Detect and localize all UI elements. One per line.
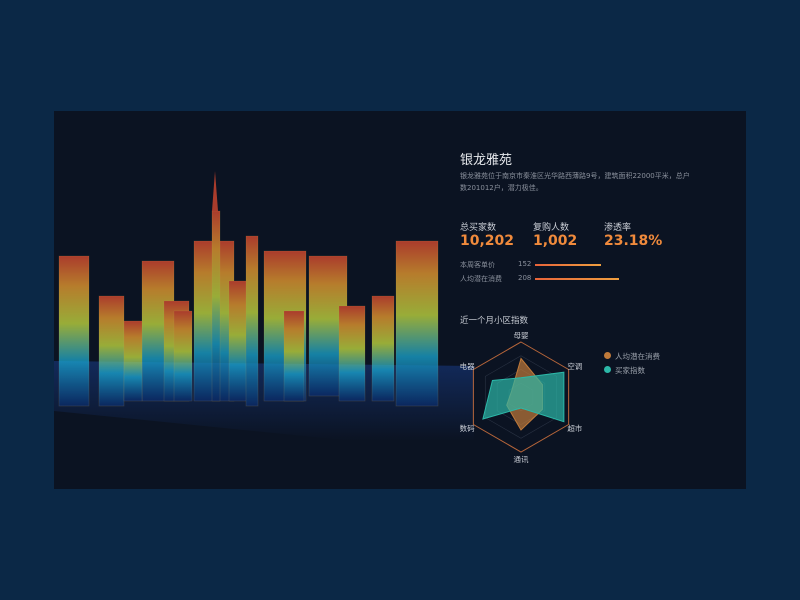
bar-fill <box>535 278 619 280</box>
building <box>371 295 395 402</box>
page-title: 银龙雅苑 <box>460 153 513 168</box>
kpi-label: 总买家数 <box>460 223 497 233</box>
kpi-value: 23.18% <box>604 233 663 249</box>
radar-chart <box>472 341 570 453</box>
building <box>98 295 125 407</box>
bar-value: 152 <box>518 260 532 268</box>
tower-spire <box>212 171 218 211</box>
building <box>245 235 259 407</box>
kpi-label: 复购人数 <box>533 223 570 233</box>
building <box>395 240 439 407</box>
radar-axis-label: 母婴 <box>513 330 529 340</box>
description: 银龙雅苑位于南京市秦淮区光华路西薄路9号，建筑面积22000平米，总户数2010… <box>460 172 690 192</box>
building <box>123 320 143 402</box>
bar-label: 本周客单价 <box>460 261 495 269</box>
kpi-label: 渗透率 <box>604 223 632 233</box>
bar-value: 208 <box>518 274 532 282</box>
building <box>173 310 193 402</box>
bar-fill <box>535 264 601 266</box>
kpi-value: 1,002 <box>533 233 578 249</box>
legend-swatch <box>604 352 611 359</box>
legend-swatch <box>604 366 611 373</box>
building <box>283 310 305 402</box>
kpi-value: 10,202 <box>460 233 515 249</box>
radar-axis-label: 数码 <box>459 424 475 434</box>
city-3d-visualization <box>54 171 474 441</box>
bar-label: 人均潜在消费 <box>460 275 502 283</box>
radar-axis-label: 空调 <box>567 361 583 371</box>
radar-axis-label: 通讯 <box>513 455 529 465</box>
radar-title: 近一个月小区指数 <box>460 316 529 326</box>
dashboard-panel: 银龙雅苑 银龙雅苑位于南京市秦淮区光华路西薄路9号，建筑面积22000平米，总户… <box>54 111 746 489</box>
radar-axis-label: 电器 <box>459 361 475 371</box>
radar-axis-label: 超市 <box>567 424 583 434</box>
legend-item[interactable]: 买家指数 <box>615 366 645 375</box>
legend-item[interactable]: 人均潜在消费 <box>615 352 660 361</box>
building <box>211 210 221 402</box>
radar-grid <box>472 341 570 453</box>
radar-series <box>482 371 565 423</box>
building <box>338 305 366 402</box>
building <box>58 255 90 407</box>
